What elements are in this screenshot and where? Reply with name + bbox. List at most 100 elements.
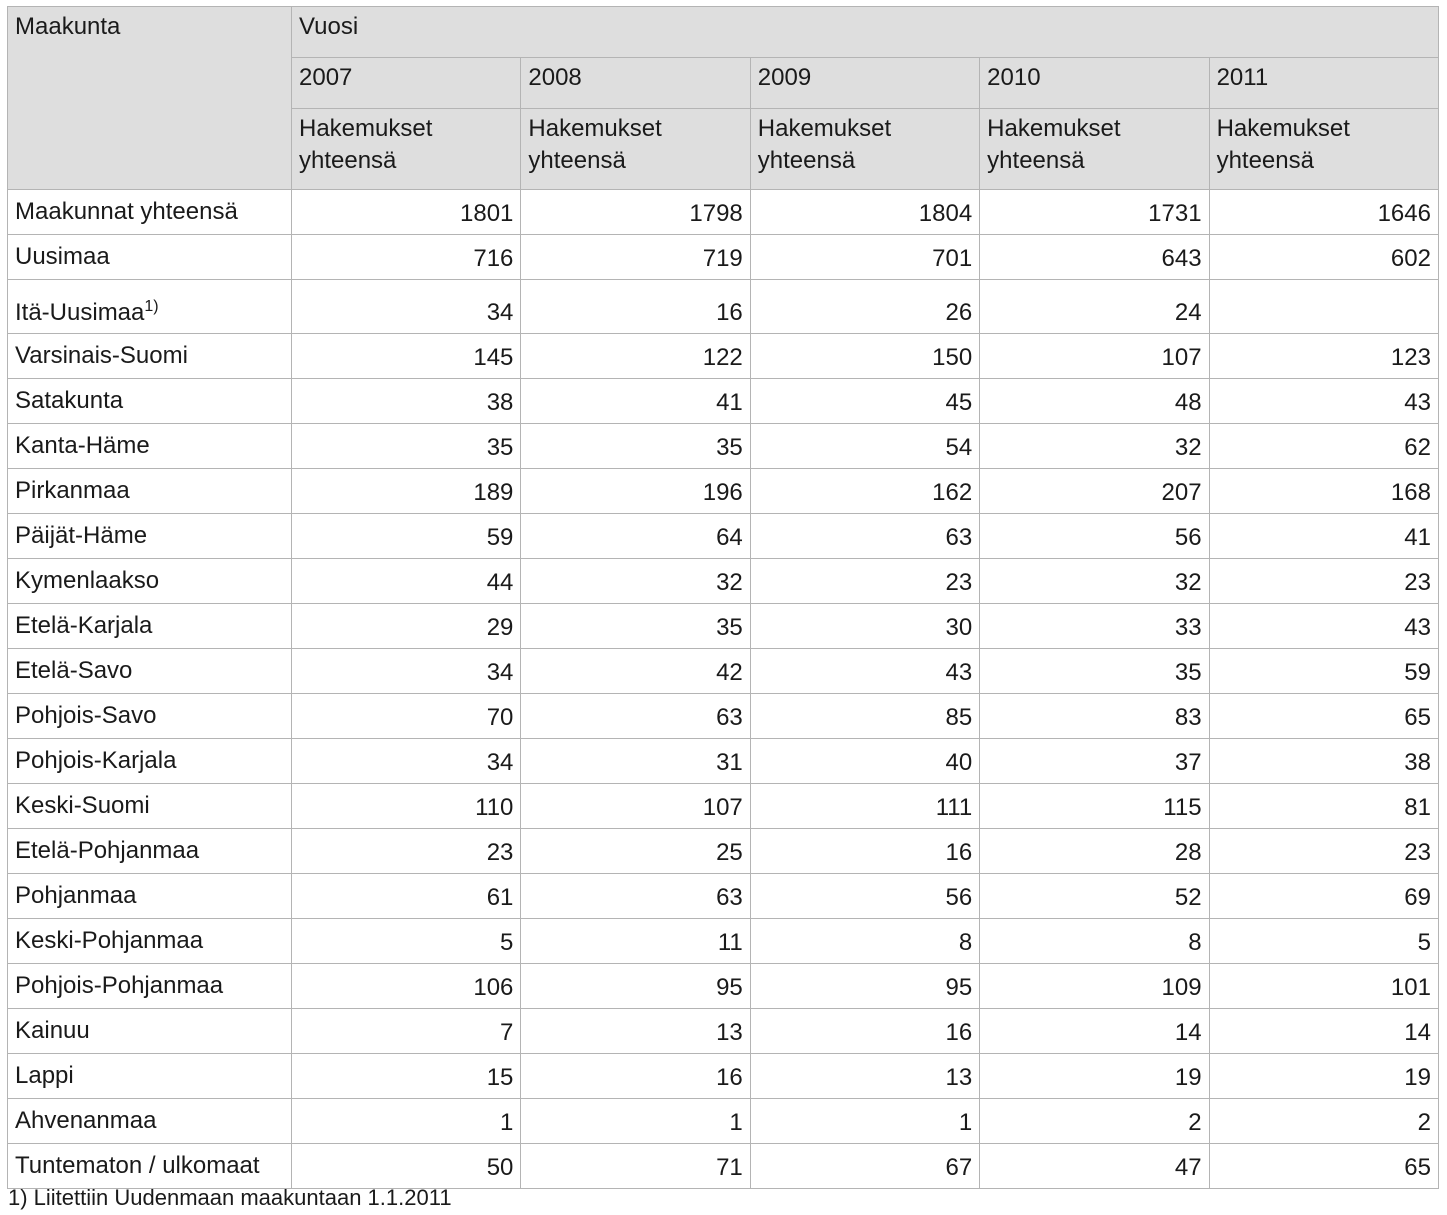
value-cell: [1208, 279, 1439, 334]
value-cell: 50: [290, 1143, 522, 1189]
year-header: 2008: [520, 57, 751, 109]
value-cell: 11: [520, 918, 751, 964]
region-name: Keski-Pohjanmaa: [15, 927, 204, 954]
region-name-cell: Lappi: [7, 1053, 292, 1099]
value-cell: 83: [979, 693, 1210, 739]
table-row: Pohjois-Pohjanmaa 106 95 95 109 101: [7, 963, 1439, 1009]
measure-header: Hakemukset yhteensä: [520, 108, 751, 190]
footnote-marker: 1): [144, 298, 159, 315]
value-cell: 101: [1208, 963, 1439, 1009]
value-cell: 61: [290, 873, 522, 919]
value-cell: 5: [1208, 918, 1439, 964]
value-cell: 111: [749, 783, 981, 829]
value-cell: 109: [979, 963, 1210, 1009]
value-cell: 35: [979, 648, 1210, 694]
region-name: Pirkanmaa: [15, 477, 130, 504]
value-cell: 32: [979, 423, 1210, 469]
region-name: Pohjois-Karjala: [15, 747, 177, 774]
value-cell: 33: [979, 603, 1210, 649]
table-row: Satakunta 38 41 45 48 43: [7, 378, 1439, 424]
region-column-header: Maakunta: [7, 6, 292, 190]
value-cell: 59: [1208, 648, 1439, 694]
value-cell: 95: [749, 963, 981, 1009]
value-cell: 95: [520, 963, 751, 1009]
value-cell: 40: [749, 738, 981, 784]
value-cell: 32: [520, 558, 751, 604]
value-cell: 1: [749, 1098, 981, 1144]
year-header: 2011: [1208, 57, 1439, 109]
value-cell: 70: [290, 693, 522, 739]
table-row: Uusimaa 716 719 701 643 602: [7, 234, 1439, 280]
year-group-header: Vuosi: [291, 6, 1439, 58]
table-row: Etelä-Pohjanmaa 23 25 16 28 23: [7, 828, 1439, 874]
header-row-years: 2007 2008 2009 2010 2011: [8, 57, 1439, 109]
value-cell: 41: [520, 378, 751, 424]
value-cell: 106: [290, 963, 522, 1009]
year-header: 2007: [290, 57, 522, 109]
value-cell: 47: [979, 1143, 1210, 1189]
value-cell: 32: [979, 558, 1210, 604]
value-cell: 123: [1208, 333, 1439, 379]
region-name: Kymenlaakso: [15, 567, 160, 594]
value-cell: 643: [979, 234, 1210, 280]
value-cell: 23: [1208, 828, 1439, 874]
measure-header: Hakemukset yhteensä: [979, 108, 1210, 190]
value-cell: 107: [520, 783, 751, 829]
value-cell: 150: [749, 333, 981, 379]
table-row: Lappi 15 16 13 19 19: [7, 1053, 1439, 1099]
value-cell: 1798: [520, 189, 751, 235]
table-row: Keski-Pohjanmaa 5 11 8 8 5: [7, 918, 1439, 964]
region-name: Satakunta: [15, 387, 124, 414]
value-cell: 30: [749, 603, 981, 649]
region-name-cell: Varsinais-Suomi: [7, 333, 292, 379]
header-row-measure: Hakemukset yhteensä Hakemukset yhteensä …: [8, 108, 1439, 190]
region-name-cell: Keski-Pohjanmaa: [7, 918, 292, 964]
value-cell: 2: [979, 1098, 1210, 1144]
region-name-cell: Maakunnat yhteensä: [7, 189, 292, 235]
region-name: Päijät-Häme: [15, 522, 148, 549]
value-cell: 63: [520, 693, 751, 739]
value-cell: 43: [1208, 603, 1439, 649]
table-row: Tuntematon / ulkomaat 50 71 67 47 65: [7, 1143, 1439, 1189]
region-name: Kanta-Häme: [15, 432, 150, 459]
value-cell: 26: [749, 279, 981, 334]
table-row: Keski-Suomi 110 107 111 115 81: [7, 783, 1439, 829]
value-cell: 42: [520, 648, 751, 694]
value-cell: 16: [520, 1053, 751, 1099]
value-cell: 41: [1208, 513, 1439, 559]
table-header: Maakunta Vuosi 2007 2008 2009 2010 2011 …: [7, 6, 1439, 190]
value-cell: 5: [290, 918, 522, 964]
region-name: Lappi: [15, 1062, 74, 1089]
value-cell: 23: [1208, 558, 1439, 604]
region-name-cell: Etelä-Pohjanmaa: [7, 828, 292, 874]
region-name: Maakunnat yhteensä: [15, 198, 238, 225]
region-name: Etelä-Pohjanmaa: [15, 837, 200, 864]
value-cell: 14: [1208, 1008, 1439, 1054]
region-name: Pohjanmaa: [15, 882, 137, 909]
region-name-cell: Itä-Uusimaa1): [7, 279, 292, 334]
table-row: Pohjois-Savo 70 63 85 83 65: [7, 693, 1439, 739]
value-cell: 19: [979, 1053, 1210, 1099]
table-row: Kainuu 7 13 16 14 14: [7, 1008, 1439, 1054]
table-row: Varsinais-Suomi 145 122 150 107 123: [7, 333, 1439, 379]
value-cell: 31: [520, 738, 751, 784]
region-name-cell: Pohjanmaa: [7, 873, 292, 919]
value-cell: 1: [290, 1098, 522, 1144]
region-name-cell: Uusimaa: [7, 234, 292, 280]
value-cell: 43: [749, 648, 981, 694]
table-row: Pohjanmaa 61 63 56 52 69: [7, 873, 1439, 919]
value-cell: 62: [1208, 423, 1439, 469]
value-cell: 35: [520, 423, 751, 469]
value-cell: 196: [520, 468, 751, 514]
value-cell: 107: [979, 333, 1210, 379]
table-row: Itä-Uusimaa1) 34 16 26 24: [7, 279, 1439, 334]
region-name-cell: Ahvenanmaa: [7, 1098, 292, 1144]
value-cell: 29: [290, 603, 522, 649]
table-row: Pohjois-Karjala 34 31 40 37 38: [7, 738, 1439, 784]
value-cell: 35: [520, 603, 751, 649]
table-row: Kanta-Häme 35 35 54 32 62: [7, 423, 1439, 469]
year-header: 2009: [749, 57, 981, 109]
region-name-cell: Pohjois-Pohjanmaa: [7, 963, 292, 1009]
value-cell: 54: [749, 423, 981, 469]
region-name: Etelä-Karjala: [15, 612, 153, 639]
